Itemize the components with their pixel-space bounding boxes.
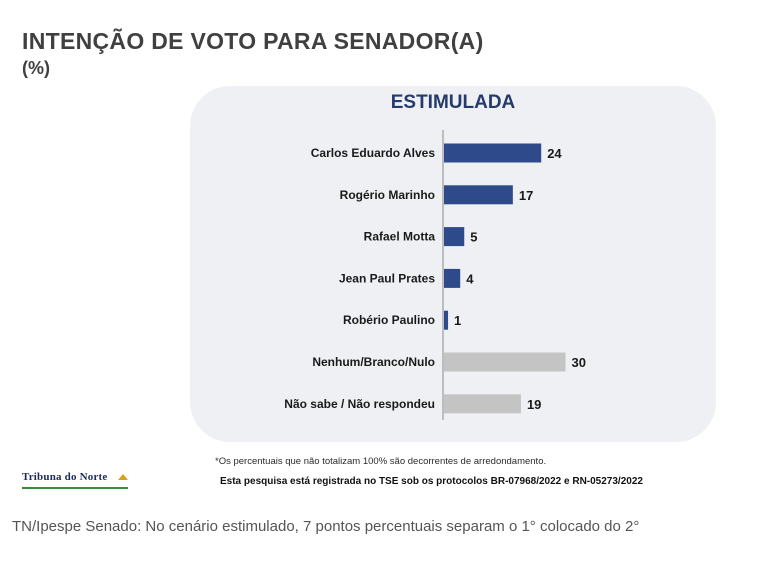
category-label: Robério Paulino: [343, 313, 435, 327]
category-label: Jean Paul Prates: [339, 271, 435, 285]
logo-triangle-icon: [118, 474, 128, 480]
category-label: Rafael Motta: [364, 230, 436, 244]
page-subtitle: (%): [22, 58, 50, 78]
page-title: INTENÇÃO DE VOTO PARA SENADOR(A): [22, 28, 484, 54]
bar: [444, 352, 566, 372]
data-label: 24: [547, 146, 562, 161]
logo-underline: [22, 487, 128, 489]
chart-title: ESTIMULADA: [390, 92, 516, 113]
data-label: 30: [572, 355, 586, 370]
bar: [444, 143, 542, 163]
category-label: Não sabe / Não respondeu: [284, 397, 435, 411]
data-label: 4: [466, 271, 474, 286]
data-label: 1: [454, 313, 461, 328]
data-label: 19: [527, 397, 541, 412]
tribuna-do-norte-logo: Tribuna do Norte: [22, 471, 108, 483]
bar: [444, 185, 513, 205]
bar: [444, 310, 449, 330]
category-label: Nenhum/Branco/Nulo: [312, 355, 435, 369]
registry-note: Esta pesquisa está registrada no TSE sob…: [220, 476, 643, 487]
bar: [444, 268, 461, 288]
bar: [444, 394, 521, 414]
data-label: 17: [519, 188, 533, 203]
bar: [444, 227, 465, 247]
category-label: Carlos Eduardo Alves: [311, 146, 436, 160]
category-label: Rogério Marinho: [340, 188, 435, 202]
rounding-footnote: *Os percentuais que não totalizam 100% s…: [215, 456, 547, 467]
image-caption: TN/Ipespe Senado: No cenário estimulado,…: [12, 518, 640, 535]
data-label: 5: [470, 230, 477, 245]
